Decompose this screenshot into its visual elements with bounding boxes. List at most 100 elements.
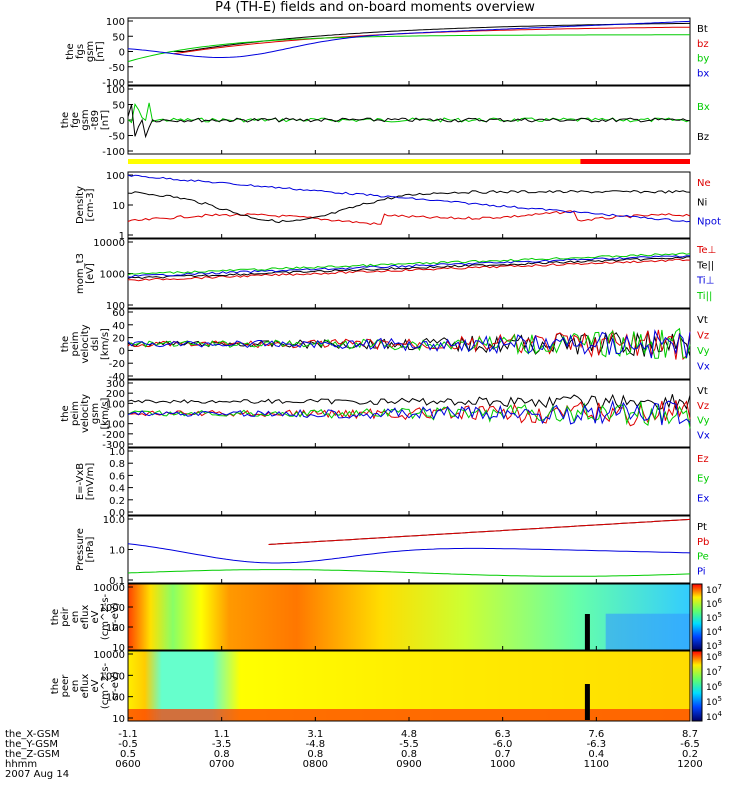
panel-8 <box>127 515 691 584</box>
y-tick-label: 0 <box>119 410 125 421</box>
legend-item: Ni <box>697 197 707 208</box>
legend-item: Npot <box>697 217 721 228</box>
y-axis-label: dsl <box>90 337 101 351</box>
x-tick-label: 1000 <box>490 759 515 770</box>
legend-item: Vz <box>697 331 709 342</box>
x-tick-label: -5.5 <box>399 739 419 750</box>
panel-4 <box>127 238 691 309</box>
y-tick-label: 10 <box>112 201 125 212</box>
x-tick-label: 8.7 <box>682 729 698 740</box>
y-tick-label: 0.0 <box>109 508 125 519</box>
x-tick-label: 0.7 <box>495 749 511 760</box>
y-axis-label: sr-eV) <box>110 602 121 631</box>
x-row-label: the_X-GSM <box>5 729 59 740</box>
colorbar-tick: 107 <box>706 665 722 678</box>
data-gap <box>584 684 590 720</box>
x-tick-label: 1200 <box>677 759 702 770</box>
x-tick-label: -0.5 <box>118 739 138 750</box>
x-tick-label: 0.4 <box>588 749 604 760</box>
x-tick-label: 0.2 <box>682 749 698 760</box>
series-line-Pe <box>127 569 691 577</box>
legend-item: Ti|| <box>696 291 712 302</box>
colorbar-tick: 106 <box>706 597 722 610</box>
x-row-label: the_Z-GSM <box>5 749 60 760</box>
series-line-Te|| <box>127 256 691 280</box>
series-line-Npot <box>127 174 691 223</box>
y-tick-label: -100 <box>102 147 125 158</box>
y-tick-label: 40 <box>112 321 125 332</box>
y-tick-label: -20 <box>109 359 125 370</box>
y-tick-label: 1000 <box>100 671 125 682</box>
x-tick-label: 4.8 <box>401 729 417 740</box>
date-label: 2007 Aug 14 <box>5 769 69 780</box>
legend-item: Ey <box>697 474 709 485</box>
y-axis-label: E=-VxB <box>75 463 86 500</box>
series-line-Vx <box>127 399 691 426</box>
series-line-Vz <box>127 400 691 427</box>
y-tick-label: 1000 <box>100 603 125 614</box>
colorbar-tick: 103 <box>706 639 722 652</box>
series-line-Ne <box>127 210 691 226</box>
legend-item: Ne <box>697 178 711 189</box>
y-tick-label: 200 <box>106 389 125 400</box>
y-tick-label: 100 <box>106 171 125 182</box>
legend-item: Pe <box>697 552 709 563</box>
legend-item: bz <box>697 39 709 50</box>
spectrogram-band <box>128 709 690 721</box>
x-tick-label: -4.8 <box>306 739 326 750</box>
y-tick-label: 1.0 <box>109 447 125 458</box>
y-tick-label: 300 <box>106 379 125 390</box>
y-axis-label: eV <box>90 679 101 692</box>
y-axis-label: gsm <box>80 109 91 130</box>
y-axis-label: mom_t3 <box>75 253 86 294</box>
y-axis-label: peer <box>60 674 71 698</box>
y-axis-label: peim <box>70 331 81 356</box>
x-tick-label: 0600 <box>115 759 140 770</box>
series-line-Bz <box>127 104 691 139</box>
legend-item: Vt <box>697 386 708 397</box>
y-axis-label: en <box>70 611 81 624</box>
y-axis-label: gsm <box>90 403 101 424</box>
legend-item: Pi <box>697 566 706 577</box>
legend-item: Vt <box>697 315 708 326</box>
series-line-bz <box>173 26 690 55</box>
page-title: P4 (TH-E) fields and on-board moments ov… <box>215 0 535 15</box>
panel-1 <box>127 17 691 86</box>
y-axis-label: [mV/m] <box>85 463 96 501</box>
y-tick-label: 10 <box>112 643 125 654</box>
y-axis-label: en <box>70 680 81 693</box>
spectrogram-band <box>605 613 690 650</box>
y-tick-label: 0.2 <box>109 496 125 507</box>
y-tick-label: 20 <box>112 334 125 345</box>
legend-item: Vy <box>697 346 710 357</box>
series-line-Bx <box>127 102 691 124</box>
y-axis-label: [nT] <box>100 110 111 130</box>
y-tick-label: -100 <box>102 420 125 431</box>
x-row-label: the_Y-GSM <box>5 739 58 750</box>
y-tick-label: 1 <box>119 231 125 242</box>
panel-6 <box>127 379 691 448</box>
y-axis-label: velocity <box>80 394 91 433</box>
series-line-Pi <box>127 543 691 564</box>
series-line-Ti⊥ <box>127 255 690 278</box>
colorbar-tick: 105 <box>706 695 722 708</box>
y-axis-label: Pressure <box>75 528 86 571</box>
y-axis-label: velocity <box>80 324 91 363</box>
colorbar <box>691 583 703 651</box>
x-tick-label: -6.0 <box>493 739 513 750</box>
y-tick-label: 100 <box>106 693 125 704</box>
y-tick-label: 60 <box>112 308 125 319</box>
y-tick-label: 0.1 <box>109 576 125 587</box>
series-line-Pb <box>268 518 691 545</box>
legend-item: Vz <box>697 401 709 412</box>
colorbar <box>691 650 703 722</box>
y-axis-label: eV <box>90 610 101 623</box>
legend-item: bx <box>697 68 709 79</box>
legend-item: Vy <box>697 416 710 427</box>
legend-item: Te⊥ <box>696 245 716 256</box>
legend-item: Bz <box>697 132 709 143</box>
y-tick-label: 100 <box>106 301 125 312</box>
legend-item: Bt <box>697 24 708 35</box>
y-axis-label: eflux <box>80 674 91 699</box>
